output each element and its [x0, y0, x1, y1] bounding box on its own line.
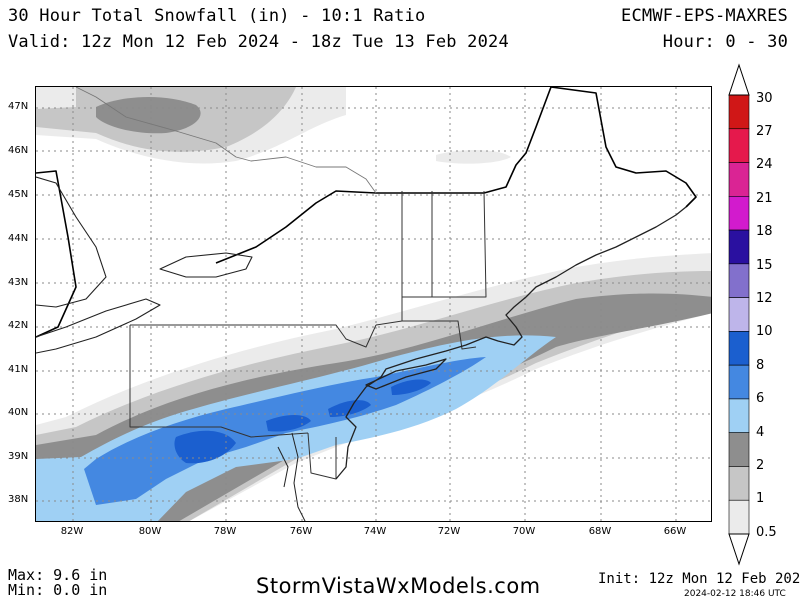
legend-color-block — [728, 364, 750, 400]
lon-label: 80W — [138, 526, 162, 537]
legend-color-block — [728, 297, 750, 332]
forecast-hours: Hour: 0 - 30 — [662, 32, 788, 52]
legend-color-block — [728, 94, 750, 130]
maine-border — [550, 87, 697, 208]
geo-lines — [36, 87, 697, 521]
legend-label: 4 — [756, 425, 765, 440]
lat-label: 40N — [8, 407, 29, 418]
snow-band-8-inch — [174, 430, 236, 464]
legend-label: 2 — [756, 458, 765, 473]
lake-huron — [36, 176, 107, 308]
lon-label: 68W — [588, 526, 612, 537]
valid-time: Valid: 12z Mon 12 Feb 2024 - 18z Tue 13 … — [8, 32, 509, 52]
international-border — [36, 87, 552, 338]
legend-color-block — [728, 162, 750, 197]
legend-bottom-arrow — [728, 533, 750, 566]
legend-label: 30 — [756, 91, 773, 106]
lat-label: 46N — [8, 145, 29, 156]
legend-label: 21 — [756, 191, 773, 206]
legend-color-block — [728, 466, 750, 501]
legend-label: 0.5 — [756, 525, 777, 540]
lon-label: 70W — [512, 526, 536, 537]
legend-color-block — [728, 499, 750, 535]
legend-color-block — [728, 128, 750, 163]
legend-label: 1 — [756, 491, 765, 506]
lon-label: 76W — [289, 526, 313, 537]
legend-label: 18 — [756, 224, 773, 239]
model-name: ECMWF-EPS-MAXRES — [621, 6, 788, 26]
province-lines — [75, 87, 377, 194]
lat-label: 41N — [8, 364, 29, 375]
lat-label: 39N — [8, 451, 29, 462]
legend-color-block — [728, 398, 750, 433]
legend-label: 27 — [756, 124, 773, 139]
legend-label: 12 — [756, 291, 773, 306]
min-value: Min: 0.0 in — [8, 581, 108, 599]
snow-band-6-inch — [84, 357, 486, 505]
legend-label: 24 — [756, 157, 773, 172]
lake-ontario — [159, 252, 253, 278]
init-time: Init: 12z Mon 12 Feb 2024 — [598, 571, 800, 587]
legend-label: 6 — [756, 391, 765, 406]
legend-label: 10 — [756, 324, 773, 339]
lon-label: 78W — [213, 526, 237, 537]
lat-label: 38N — [8, 494, 29, 505]
site-watermark: StormVistaWxModels.com — [256, 574, 541, 598]
lat-label: 43N — [8, 277, 29, 288]
legend-color-block — [728, 196, 750, 231]
lat-label: 42N — [8, 320, 29, 331]
lon-label: 74W — [363, 526, 387, 537]
legend-color-block — [728, 229, 750, 265]
northern-snow-dark — [96, 96, 201, 134]
maine-snow-patch — [436, 150, 511, 164]
lat-label: 47N — [8, 101, 29, 112]
snow-band-8-inch-d — [391, 379, 431, 395]
snowfall-map[interactable] — [35, 86, 712, 522]
max-value: Max: 9.6 in — [8, 566, 108, 584]
upper-left-snow — [36, 87, 76, 109]
render-timestamp: 2024-02-12 18:46 UTC — [684, 589, 786, 599]
lon-label: 66W — [663, 526, 687, 537]
legend-color-block — [728, 331, 750, 366]
lat-label: 45N — [8, 189, 29, 200]
snow-band-8-inch-c — [328, 400, 371, 417]
chesapeake-bay — [277, 432, 306, 521]
coastline — [335, 206, 687, 480]
legend-label: 15 — [756, 258, 773, 273]
lake-erie — [36, 298, 161, 354]
long-island — [365, 358, 447, 390]
lat-label: 44N — [8, 233, 29, 244]
legend-label: 8 — [756, 358, 765, 373]
lon-label: 72W — [437, 526, 461, 537]
state-borders — [129, 190, 487, 480]
map-canvas — [36, 87, 711, 521]
snow-band-8-inch-b — [266, 415, 311, 432]
lon-label: 82W — [60, 526, 84, 537]
legend-color-block — [728, 432, 750, 467]
legend-top-arrow — [728, 63, 750, 96]
lat-lon-grid — [36, 87, 711, 521]
map-title: 30 Hour Total Snowfall (in) - 10:1 Ratio — [8, 6, 426, 26]
color-scale-legend — [728, 63, 750, 566]
legend-color-block — [728, 263, 750, 298]
